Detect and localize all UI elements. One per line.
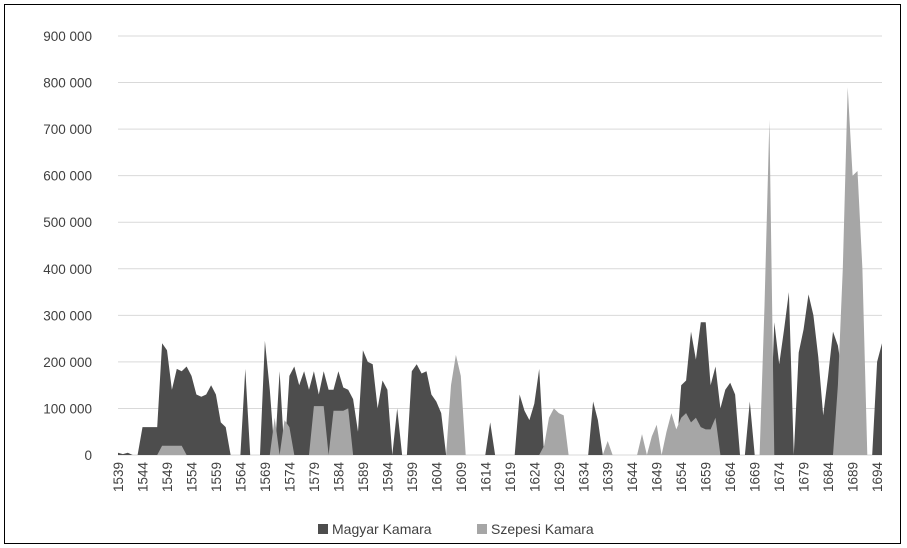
series-area-szepesi-kamara (118, 87, 882, 455)
x-tick-label: 1584 (331, 462, 346, 493)
y-tick-label: 600 000 (43, 169, 92, 184)
legend-swatch-1 (477, 524, 487, 534)
x-tick-label: 1614 (478, 462, 493, 493)
series-area-magyar-kamara (118, 292, 882, 455)
x-tick-label: 1554 (184, 462, 199, 493)
y-axis-ticks: 0 100 000 200 000 300 000 400 000 500 000 600 … (43, 29, 92, 463)
x-tick-label: 1674 (772, 462, 787, 493)
x-tick-label: 1599 (405, 462, 420, 492)
y-tick-label: 0 (84, 448, 92, 463)
x-tick-label: 1619 (503, 462, 518, 492)
x-tick-label: 1574 (282, 462, 297, 493)
x-tick-label: 1579 (307, 462, 322, 492)
legend-swatch-0 (318, 524, 328, 534)
x-tick-label: 1589 (356, 462, 371, 492)
x-tick-label: 1684 (821, 462, 836, 493)
x-tick-label: 1649 (650, 462, 665, 492)
y-tick-label: 500 000 (43, 215, 92, 230)
legend: Magyar Kamara Szepesi Kamara (318, 521, 594, 537)
x-tick-label: 1629 (552, 462, 567, 492)
x-tick-label: 1634 (576, 462, 591, 493)
legend-label-0: Magyar Kamara (332, 521, 432, 537)
x-tick-label: 1694 (870, 462, 885, 493)
x-tick-label: 1624 (527, 462, 542, 493)
x-tick-label: 1679 (797, 462, 812, 492)
x-tick-label: 1689 (846, 462, 861, 492)
x-tick-label: 1664 (723, 462, 738, 493)
y-tick-label: 200 000 (43, 355, 92, 370)
y-tick-label: 100 000 (43, 401, 92, 416)
series-areas (118, 87, 882, 455)
x-tick-label: 1564 (233, 462, 248, 493)
x-tick-label: 1639 (601, 462, 616, 492)
y-tick-label: 900 000 (43, 29, 92, 44)
x-tick-label: 1539 (111, 462, 126, 492)
legend-label-1: Szepesi Kamara (491, 521, 594, 537)
x-tick-label: 1644 (625, 462, 640, 493)
x-tick-label: 1654 (674, 462, 689, 493)
x-tick-label: 1604 (429, 462, 444, 493)
x-tick-label: 1549 (160, 462, 175, 492)
y-tick-label: 800 000 (43, 76, 92, 91)
x-tick-label: 1544 (135, 462, 150, 493)
y-tick-label: 400 000 (43, 262, 92, 277)
x-tick-label: 1569 (258, 462, 273, 492)
y-tick-label: 700 000 (43, 122, 92, 137)
x-tick-label: 1659 (699, 462, 714, 492)
x-tick-label: 1609 (454, 462, 469, 492)
x-tick-label: 1669 (748, 462, 763, 492)
x-tick-label: 1594 (380, 462, 395, 493)
y-tick-label: 300 000 (43, 308, 92, 323)
x-axis-ticks: 1539 1544 1549 1554 1559 1564 1569 1574 1579 1584… (111, 462, 885, 493)
x-tick-label: 1559 (209, 462, 224, 492)
